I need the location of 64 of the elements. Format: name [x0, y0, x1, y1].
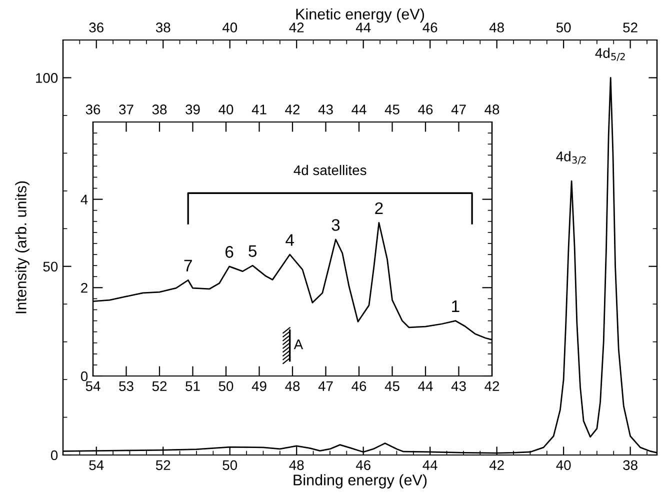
- annotation: 7: [184, 260, 192, 272]
- x-tick-label: 49: [252, 381, 266, 392]
- x2-tick-label: 39: [186, 104, 200, 114]
- x-tick-label: 43: [451, 381, 466, 392]
- y-tick-label: 100: [36, 73, 58, 83]
- x2-tick-label: 46: [418, 104, 433, 114]
- x-tick-label: 50: [222, 460, 238, 470]
- x2-tick-label: 36: [89, 22, 104, 32]
- x-tick-label: 46: [352, 381, 366, 392]
- x-tick-label: 48: [289, 460, 304, 470]
- y-tick-label: 0: [80, 371, 88, 382]
- x-tick-label: 51: [186, 381, 200, 392]
- y-tick-label: 2: [81, 282, 88, 293]
- annotation: 4: [286, 234, 294, 246]
- x2-tick-label: 45: [384, 104, 400, 114]
- annotation: 5: [248, 245, 257, 257]
- x-axis-title: Binding energy (eV): [294, 474, 427, 488]
- annotation: 4d$_{5/2}$: [595, 48, 625, 62]
- x2-tick-label: 42: [285, 104, 300, 114]
- x2-tick-label: 48: [489, 22, 504, 32]
- x2-tick-label: 38: [156, 22, 170, 32]
- x-tick-label: 54: [86, 381, 100, 392]
- x2-tick-label: 44: [356, 22, 371, 32]
- x2-tick-label: 40: [222, 22, 238, 32]
- x-tick-label: 42: [484, 381, 500, 391]
- x-tick-label: 48: [285, 381, 300, 392]
- x2-tick-label: 47: [451, 104, 466, 114]
- x-tick-label: 46: [356, 460, 370, 470]
- x2-tick-label: 36: [86, 104, 100, 114]
- x-tick-label: 45: [384, 381, 400, 392]
- x2-tick-label: 48: [484, 104, 500, 114]
- x2-tick-label: 41: [252, 104, 266, 114]
- y-tick-label: 50: [43, 262, 58, 272]
- x-tick-label: 42: [489, 460, 504, 470]
- x2-tick-label: 43: [318, 104, 333, 114]
- x2-tick-label: 38: [152, 104, 167, 114]
- annotation: A: [294, 340, 304, 350]
- x-tick-label: 38: [623, 460, 638, 470]
- annotation: 1: [452, 300, 460, 312]
- y-tick-label: 4: [80, 194, 88, 204]
- annotation: 6: [226, 246, 234, 258]
- x2-tick-label: 37: [119, 104, 134, 114]
- x2-axis-title: Kinetic energy (eV): [296, 8, 424, 23]
- x-tick-label: 50: [218, 381, 234, 392]
- x2-tick-label: 44: [352, 104, 366, 114]
- x-tick-label: 44: [422, 460, 438, 470]
- x-tick-label: 47: [318, 381, 333, 391]
- x-tick-label: 54: [89, 460, 104, 470]
- x-tick-label: 40: [556, 460, 571, 470]
- x-tick-label: 52: [152, 381, 167, 392]
- x2-tick-label: 50: [556, 22, 571, 32]
- x-tick-label: 53: [119, 381, 134, 392]
- y-tick-label: 0: [50, 450, 58, 460]
- x2-tick-label: 52: [623, 22, 638, 32]
- annotation: 4d$_{3/2}$: [556, 151, 586, 164]
- x2-tick-label: 42: [289, 22, 304, 32]
- annotation: 3: [332, 219, 340, 231]
- x-tick-label: 52: [156, 460, 170, 470]
- annotation: 4d satellites: [294, 164, 366, 176]
- annotation: 2: [375, 202, 383, 214]
- x-tick-label: 44: [418, 381, 433, 391]
- x2-tick-label: 40: [218, 104, 234, 114]
- y-axis-title: Intensity (arb. units): [15, 181, 30, 314]
- x2-tick-label: 46: [422, 22, 438, 32]
